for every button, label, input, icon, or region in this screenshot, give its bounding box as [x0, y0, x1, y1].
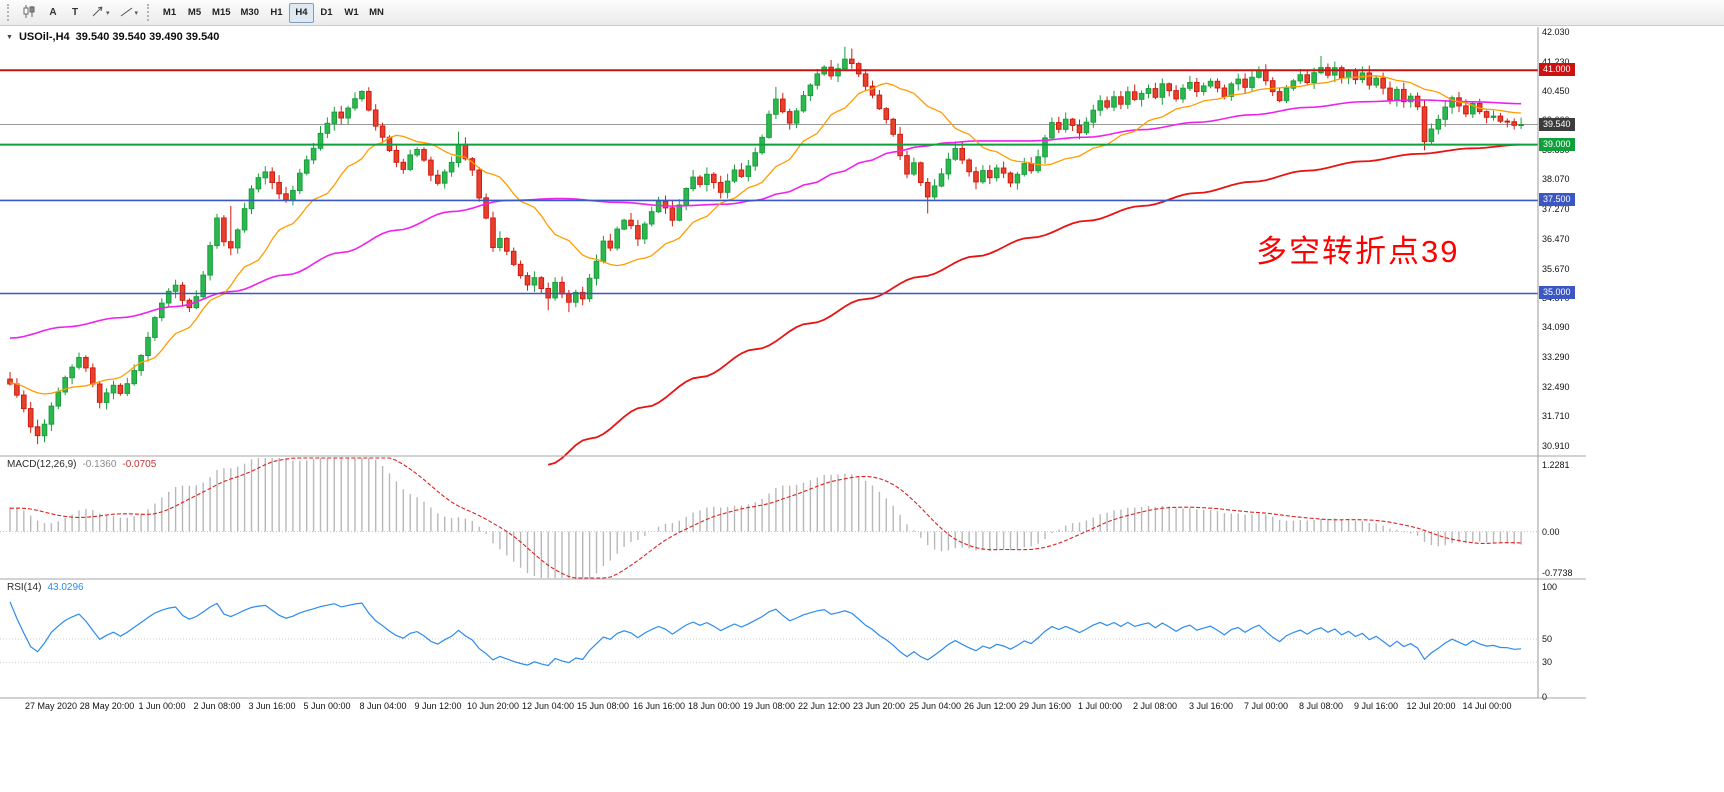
chart-type-tool-button[interactable] [17, 3, 42, 23]
chevron-down-icon: ▾ [134, 9, 139, 17]
toolbar-grip[interactable] [147, 4, 153, 21]
timeframe-button-d1[interactable]: D1 [320, 7, 333, 18]
label-tool-button[interactable]: T [64, 3, 86, 23]
text-tool-button[interactable]: A [42, 3, 64, 23]
chart-type-icon [22, 4, 37, 22]
timeframe-button-mn[interactable]: MN [369, 7, 384, 18]
timeframe-button-h1[interactable]: H1 [270, 7, 283, 18]
toolbar-grip[interactable] [7, 4, 13, 21]
objects-icon [91, 5, 104, 21]
timeframe-button-w1[interactable]: W1 [344, 7, 359, 18]
timeframe-button-m15[interactable]: M15 [212, 7, 231, 18]
text-tool-label: A [49, 7, 57, 18]
timeframe-button-h4[interactable]: H4 [289, 2, 314, 23]
timeframe-button-m5[interactable]: M5 [187, 7, 202, 18]
label-tool-label: T [71, 7, 79, 18]
chevron-down-icon: ▾ [106, 9, 110, 17]
timeframe-button-m1[interactable]: M1 [162, 7, 177, 18]
toolbar: A T ▾ ▾ M1 M5 M15 M30 H1 H4 D1 W1 MN [0, 0, 1724, 26]
lines-tool-button[interactable]: ▾ [115, 3, 144, 23]
lines-icon [120, 5, 133, 21]
objects-tool-button[interactable]: ▾ [86, 3, 115, 23]
timeframe-button-m30[interactable]: M30 [240, 7, 259, 18]
